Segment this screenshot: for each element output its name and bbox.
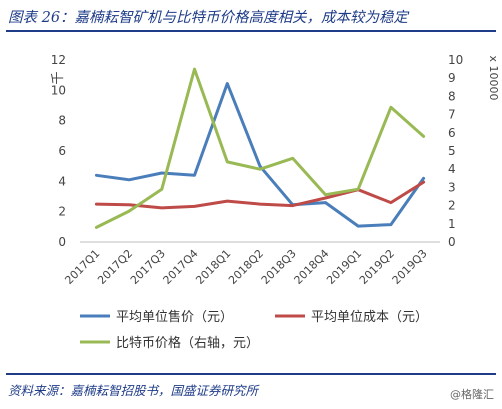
x-axis-tick-label: 2018Q3 <box>259 247 299 287</box>
x-axis-tick-label: 2017Q3 <box>128 247 168 287</box>
right-axis-label: x 10000 <box>487 56 500 101</box>
title-divider <box>6 30 496 32</box>
right-axis-tick-label: 7 <box>448 108 456 122</box>
left-axis-tick-label: 4 <box>58 174 66 188</box>
chart-legend: 平均单位售价（元） 平均单位成本（元） 比特币价格（右轴，元） <box>80 309 428 351</box>
right-axis-tick-label: 2 <box>448 199 456 213</box>
left-axis-tick-label: 8 <box>58 114 66 128</box>
right-axis-tick-label: 5 <box>448 144 456 158</box>
x-axis-tick-label: 2017Q2 <box>95 247 135 287</box>
right-axis-tick-label: 1 <box>448 217 456 231</box>
right-axis-tick-label: 10 <box>448 53 463 67</box>
legend-label: 比特币价格（右轴，元） <box>116 335 259 351</box>
chart-title: 图表 26：嘉楠耘智矿机与比特币价格高度相关，成本较为稳定 <box>8 10 409 26</box>
source-note: 资料来源：嘉楠耘智招股书，国盛证券研究所 <box>8 383 259 398</box>
series-line-1 <box>94 82 426 228</box>
left-axis-label: 千 <box>51 71 66 84</box>
series-line-3 <box>94 67 426 229</box>
right-axis-tick-label: 6 <box>448 126 456 140</box>
x-axis-tick-label: 2019Q3 <box>390 247 430 287</box>
right-axis-tick-label: 9 <box>448 71 456 85</box>
x-axis-tick-label: 2018Q4 <box>292 247 332 287</box>
chart-series <box>94 67 426 229</box>
x-axis-tick-label: 2019Q2 <box>357 247 397 287</box>
left-axis-tick-label: 0 <box>58 235 66 249</box>
left-axis-tick-label: 12 <box>51 53 66 67</box>
right-axis-tick-label: 0 <box>448 235 456 249</box>
x-axis-tick-label: 2017Q4 <box>161 247 201 287</box>
left-axis-tick-label: 2 <box>58 205 66 219</box>
source-divider <box>6 373 496 375</box>
x-axis-tick-label: 2018Q2 <box>226 247 266 287</box>
x-axis-tick-label: 2017Q1 <box>62 247 102 287</box>
left-axis-tick-label: 10 <box>51 83 66 97</box>
legend-label: 平均单位售价（元） <box>116 309 233 325</box>
x-axis-tick-label: 2019Q1 <box>324 247 364 287</box>
right-axis-tick-label: 4 <box>448 162 456 176</box>
right-axis-tick-label: 8 <box>448 89 456 103</box>
x-axis-tick-label: 2018Q1 <box>193 247 233 287</box>
left-axis-tick-label: 6 <box>58 144 66 158</box>
series-line-2 <box>94 180 426 210</box>
legend-label: 平均单位成本（元） <box>311 310 428 325</box>
watermark: @格隆汇 <box>450 388 494 401</box>
right-axis-tick-label: 3 <box>448 180 456 194</box>
